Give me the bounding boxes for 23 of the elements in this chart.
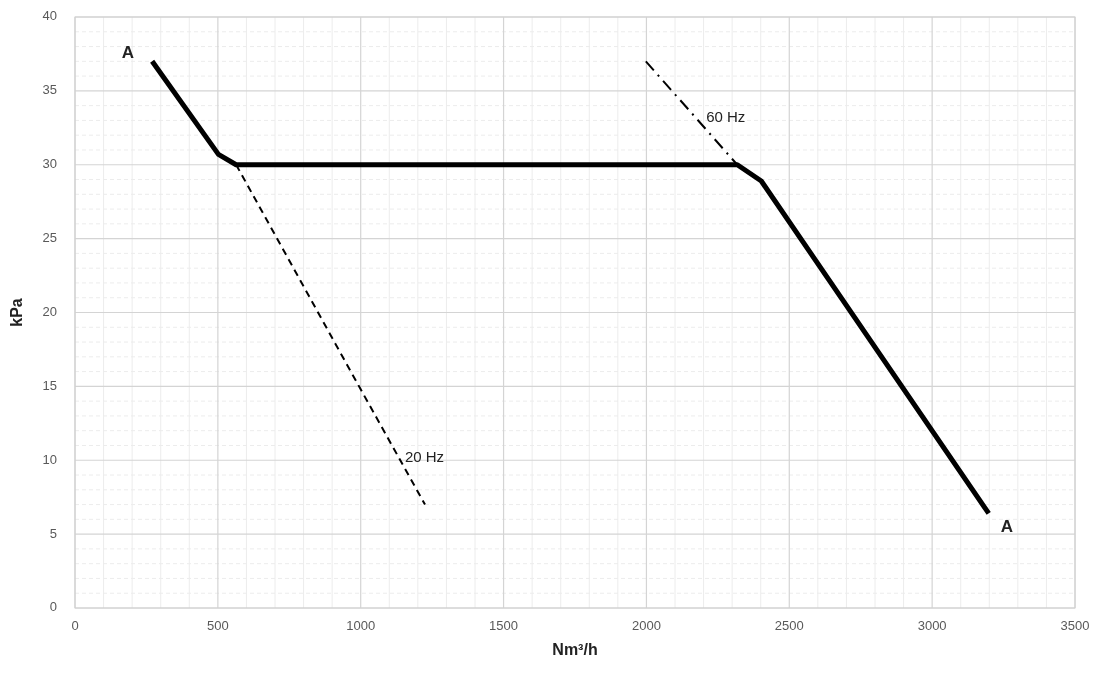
y-tick-label: 0 [49, 599, 57, 615]
x-axis-title: Nm³/h [552, 641, 598, 658]
y-tick-label: 20 [42, 303, 57, 319]
y-tick-label: 25 [42, 230, 57, 246]
annotation: A [121, 42, 135, 62]
x-tick-label: 1000 [346, 618, 376, 633]
x-tick-label: 3000 [917, 618, 947, 633]
x-tick-label: 3500 [1060, 618, 1090, 633]
series-label: 60 Hz [706, 108, 746, 126]
y-tick-label: 30 [42, 156, 57, 172]
x-tick-label: 0 [71, 618, 79, 633]
x-tick-label: 2500 [774, 618, 804, 633]
y-tick-label: 10 [42, 451, 57, 467]
y-tick-label: 15 [42, 377, 57, 393]
y-tick-label: 5 [49, 525, 57, 541]
x-tick-label: 2000 [631, 618, 661, 633]
x-tick-label: 500 [207, 618, 229, 633]
y-tick-label: 40 [42, 8, 57, 24]
x-tick-label: 1500 [489, 618, 519, 633]
annotation: A [1000, 516, 1013, 536]
series-label: 20 Hz [404, 447, 445, 465]
y-tick-label: 35 [42, 82, 57, 98]
y-axis-title: kPa [8, 298, 25, 327]
